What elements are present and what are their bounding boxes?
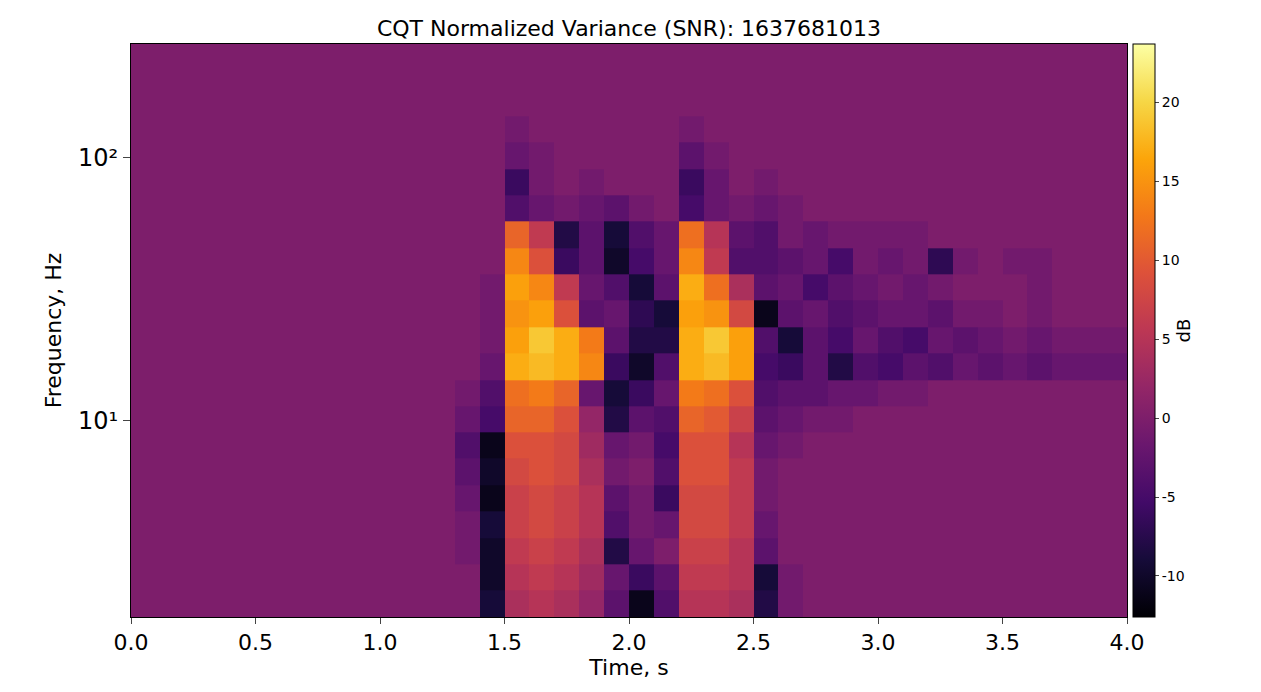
svg-text:2.0: 2.0 <box>612 630 647 655</box>
svg-text:2.5: 2.5 <box>736 630 771 655</box>
svg-text:-5: -5 <box>1162 489 1176 505</box>
svg-text:CQT Normalized Variance (SNR):: CQT Normalized Variance (SNR): 163768101… <box>377 16 881 41</box>
svg-text:20: 20 <box>1162 94 1180 110</box>
svg-text:10²: 10² <box>78 144 118 172</box>
svg-text:Frequency, Hz: Frequency, Hz <box>41 253 66 409</box>
svg-text:0: 0 <box>1162 410 1171 426</box>
svg-text:4.0: 4.0 <box>1110 630 1145 655</box>
svg-text:1.0: 1.0 <box>363 630 398 655</box>
svg-text:5: 5 <box>1162 331 1171 347</box>
svg-text:1.5: 1.5 <box>487 630 522 655</box>
svg-text:15: 15 <box>1162 173 1180 189</box>
svg-text:3.0: 3.0 <box>861 630 896 655</box>
svg-text:0.0: 0.0 <box>114 630 149 655</box>
svg-text:Time, s: Time, s <box>588 655 668 680</box>
svg-text:3.5: 3.5 <box>985 630 1020 655</box>
svg-text:dB: dB <box>1173 319 1194 343</box>
svg-text:10: 10 <box>1162 252 1180 268</box>
svg-text:-10: -10 <box>1162 568 1185 584</box>
svg-text:10¹: 10¹ <box>78 407 118 435</box>
svg-text:0.5: 0.5 <box>238 630 273 655</box>
